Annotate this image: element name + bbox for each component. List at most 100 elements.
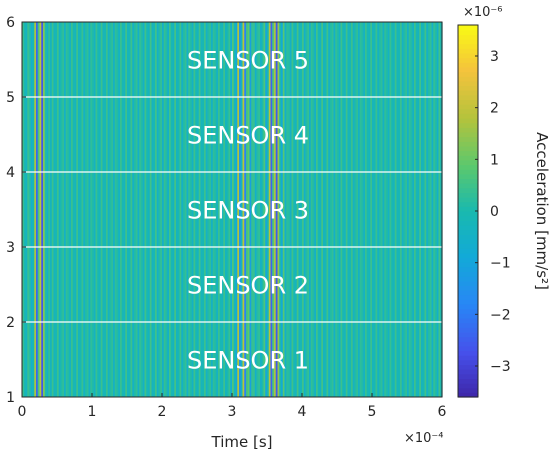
- heatmap-column: [48, 22, 51, 397]
- heatmap-column: [267, 22, 270, 397]
- heatmap-column: [377, 22, 380, 397]
- heatmap-column: [303, 22, 307, 397]
- heatmap-column: [260, 22, 263, 397]
- heatmap-column: [419, 22, 422, 397]
- heatmap-column: [335, 22, 338, 397]
- heatmap-column: [244, 22, 247, 397]
- sensor-labels: SENSOR 1 SENSOR 2 SENSOR 3 SENSOR 4 SENSOR 5: [187, 47, 309, 375]
- colorbar-segment: [458, 113, 478, 119]
- colorbar-segment: [458, 294, 478, 300]
- heatmap-column: [212, 22, 216, 397]
- heatmap-column: [93, 22, 97, 397]
- colorbar-segment: [458, 262, 478, 268]
- colorbar-tick-label: −2: [490, 307, 511, 323]
- heatmap-column: [293, 22, 296, 397]
- heatmap-column: [183, 22, 186, 397]
- heatmap-column: [345, 22, 349, 397]
- heatmap-column: [317, 22, 321, 397]
- y-tick-label: 6: [6, 15, 15, 31]
- heatmap-column: [289, 22, 293, 397]
- heatmap-column: [179, 22, 182, 397]
- heatmap-column: [30, 22, 34, 397]
- sensor-label: SENSOR 1: [187, 347, 309, 375]
- heatmap-column: [281, 22, 284, 397]
- heatmap-column: [310, 22, 314, 397]
- heatmap-column: [373, 22, 377, 397]
- colorbar-segment: [458, 215, 478, 221]
- heatmap-column: [167, 22, 170, 397]
- colorbar-segment: [458, 25, 478, 31]
- y-tick-label: 1: [6, 390, 15, 406]
- heatmap-column: [92, 22, 95, 397]
- heatmap-column: [291, 22, 294, 397]
- heatmap-column: [407, 22, 410, 397]
- heatmap-column: [295, 22, 298, 397]
- heatmap-column: [247, 22, 251, 397]
- colorbar-segment: [458, 224, 478, 231]
- heatmap-column: [440, 22, 443, 397]
- colorbar-segment: [458, 336, 478, 342]
- heatmap-column: [204, 22, 207, 397]
- colorbar-segment: [458, 127, 478, 133]
- sensor-label: SENSOR 4: [187, 122, 309, 150]
- heatmap-column: [340, 22, 343, 397]
- heatmap-column: [198, 22, 202, 397]
- colorbar-segment: [458, 187, 478, 193]
- heatmap-column: [113, 22, 116, 397]
- colorbar-segment: [458, 355, 478, 361]
- heatmap-column: [365, 22, 368, 397]
- heatmap-column: [328, 22, 331, 397]
- colorbar-segment: [458, 66, 478, 73]
- heatmap-column: [78, 22, 81, 397]
- heatmap-column: [375, 22, 378, 397]
- heatmap-column: [288, 22, 291, 397]
- heatmap-column: [62, 22, 65, 397]
- heatmap-column: [158, 22, 161, 397]
- x-tick-label: 2: [158, 404, 167, 420]
- heatmap-column: [120, 22, 123, 397]
- colorbar-multiplier: ×10⁻⁶: [463, 5, 503, 20]
- heatmap-column: [36, 22, 39, 397]
- colorbar-segment: [458, 271, 478, 277]
- heatmap-column: [46, 22, 49, 397]
- heatmap-column: [270, 22, 273, 397]
- heatmap-column: [372, 22, 375, 397]
- heatmap-column: [279, 22, 282, 397]
- colorbar-segment: [458, 378, 478, 384]
- colorbar-segment: [458, 387, 478, 393]
- heatmap-column: [151, 22, 154, 397]
- heatmap-column: [29, 22, 32, 397]
- heatmap-column: [246, 22, 249, 397]
- heatmap-column: [207, 22, 210, 397]
- heatmap-column: [429, 22, 433, 397]
- heatmap-column: [324, 22, 328, 397]
- colorbar-segment: [458, 308, 478, 314]
- colorbar-ticks: −3 −2 −1 0 1 2 3: [475, 49, 511, 375]
- colorbar-segment: [458, 331, 478, 338]
- heatmap-column: [163, 22, 167, 397]
- colorbar-segment: [458, 322, 478, 328]
- heatmap-column: [69, 22, 72, 397]
- colorbar-tick-label: 3: [490, 49, 499, 65]
- heatmap-column: [277, 22, 280, 397]
- heatmap-column: [23, 22, 27, 397]
- colorbar-segment: [458, 85, 478, 91]
- heatmap-column: [39, 22, 42, 397]
- heatmap-column: [76, 22, 79, 397]
- heatmap-column: [370, 22, 373, 397]
- heatmap-column: [209, 22, 212, 397]
- heatmap-column: [337, 22, 340, 397]
- colorbar-segment: [458, 285, 478, 291]
- heatmap-column: [296, 22, 300, 397]
- heatmap-column: [44, 22, 48, 397]
- heatmap-column: [380, 22, 384, 397]
- heatmap-column: [363, 22, 366, 397]
- heatmap-column: [156, 22, 160, 397]
- heatmap-column: [50, 22, 53, 397]
- heatmap-column: [127, 22, 130, 397]
- heatmap-column: [41, 22, 44, 397]
- heatmap-column: [155, 22, 158, 397]
- colorbar-tick-label: 2: [490, 101, 499, 117]
- heatmap-column: [393, 22, 396, 397]
- heatmap-column: [344, 22, 347, 397]
